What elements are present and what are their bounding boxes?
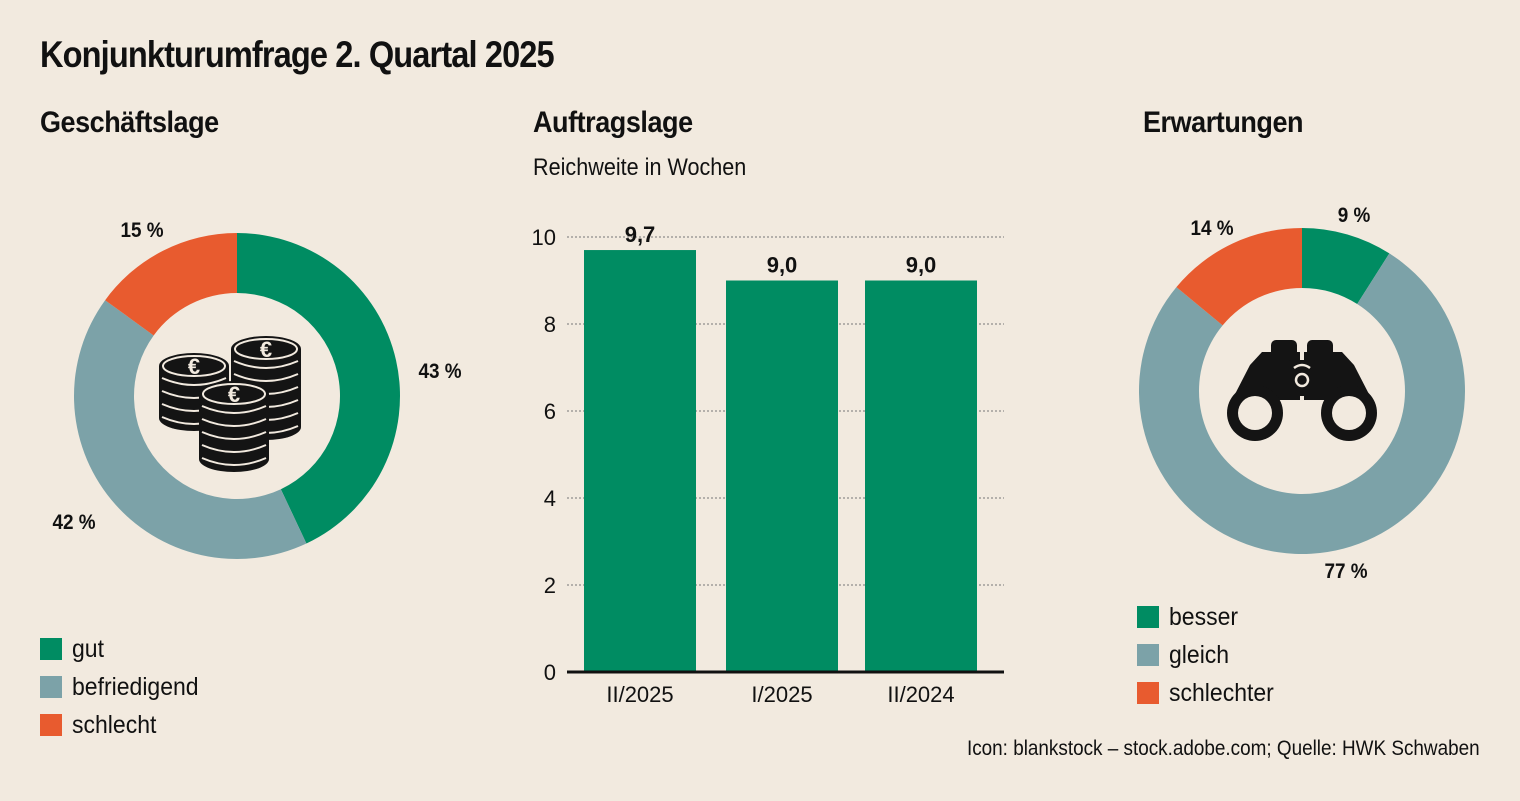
legend-label: gleich [1169,640,1230,669]
svg-text:€: € [188,354,200,379]
x-tick-label: II/2024 [887,682,954,707]
slice-label-gleich: 77 % [1324,560,1368,583]
legend-item-gut: gut [40,630,210,668]
legend-swatch [1137,682,1159,704]
panel-subtitle-auftragslage: Reichweite in Wochen [533,154,747,181]
donut-slice-gut [237,233,401,544]
legend-item-schlecht: schlecht [40,706,210,744]
legend-swatch [1137,644,1159,666]
legend-swatch [40,676,62,698]
bar-II/2024 [865,280,977,672]
legend-swatch [1137,606,1159,628]
legend-swatch [40,714,62,736]
bar-I/2025 [726,280,838,672]
legend-swatch [40,638,62,660]
svg-text:€: € [228,382,240,407]
legend-label: schlechter [1169,678,1274,707]
legend-item-gleich: gleich [1137,636,1283,674]
bar-value-label: 9,0 [767,253,798,278]
legend-item-schlechter: schlechter [1137,674,1283,712]
legend-erwartungen: besser gleich schlechter [1137,598,1283,712]
legend-label: schlecht [72,710,157,739]
bar-II/2025 [584,250,696,673]
slice-label-befriedigend: 42 % [52,511,96,534]
x-tick-label: I/2025 [751,682,812,707]
euro-coins-icon: € € € [159,336,301,472]
y-tick-label: 4 [544,486,556,511]
panel-title-geschaeftslage: Geschäftslage [40,106,219,139]
donut-slice-besser [1302,228,1390,305]
legend-label: besser [1169,602,1239,631]
page-title: Konjunkturumfrage 2. Quartal 2025 [40,34,555,75]
bar-value-label: 9,0 [906,253,937,278]
legend-label: gut [72,634,104,663]
panel-title-auftragslage: Auftragslage [533,106,693,139]
donut-slice-befriedigend [74,300,307,560]
bar-value-label: 9,7 [625,222,656,247]
slice-label-gut: 43 % [418,360,462,383]
slice-label-besser: 9 % [1337,204,1371,227]
y-tick-label: 6 [544,399,556,424]
legend-item-befriedigend: befriedigend [40,668,210,706]
legend-geschaeftslage: gut befriedigend schlecht [40,630,210,744]
legend-label: befriedigend [72,672,199,701]
legend-item-besser: besser [1137,598,1283,636]
donut-slice-schlechter [1176,228,1302,326]
donut-slice-gleich [1139,253,1466,554]
y-tick-label: 10 [532,225,556,250]
binoculars-icon [1227,340,1377,441]
slice-label-schlecht: 15 % [120,219,164,242]
donut-slice-schlecht [105,233,238,336]
y-tick-label: 2 [544,573,556,598]
slice-label-schlechter: 14 % [1190,217,1234,240]
svg-text:€: € [260,337,272,362]
source-credit: Icon: blankstock – stock.adobe.com; Quel… [967,737,1480,760]
y-tick-label: 8 [544,312,556,337]
x-tick-label: II/2025 [606,682,673,707]
panel-title-erwartungen: Erwartungen [1143,106,1304,139]
y-tick-label: 0 [544,660,556,685]
